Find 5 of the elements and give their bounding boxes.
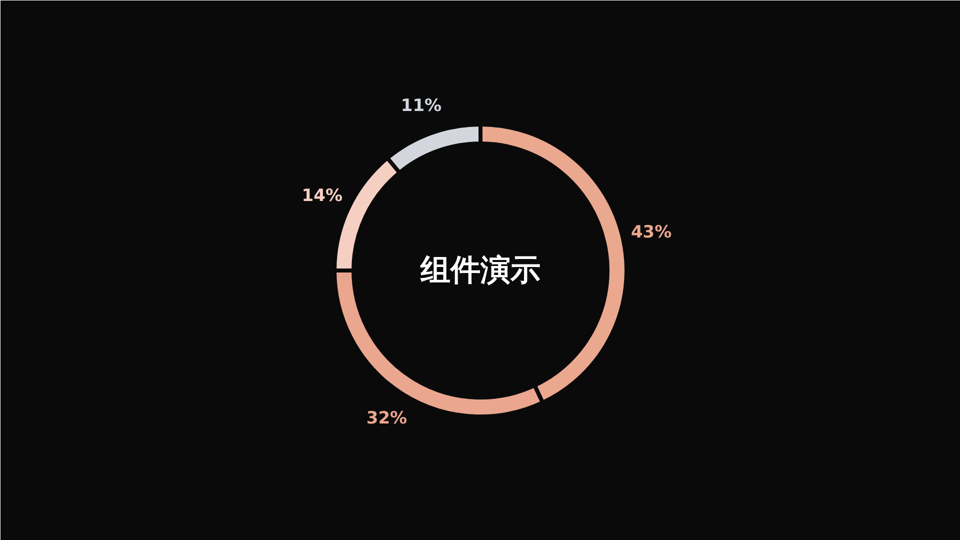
text: 组件演示: [420, 253, 540, 288]
data-label: 32%: [366, 408, 408, 428]
data-label: 43%: [630, 222, 672, 242]
data-label: 11%: [400, 96, 442, 116]
data-label: 14%: [302, 186, 343, 206]
